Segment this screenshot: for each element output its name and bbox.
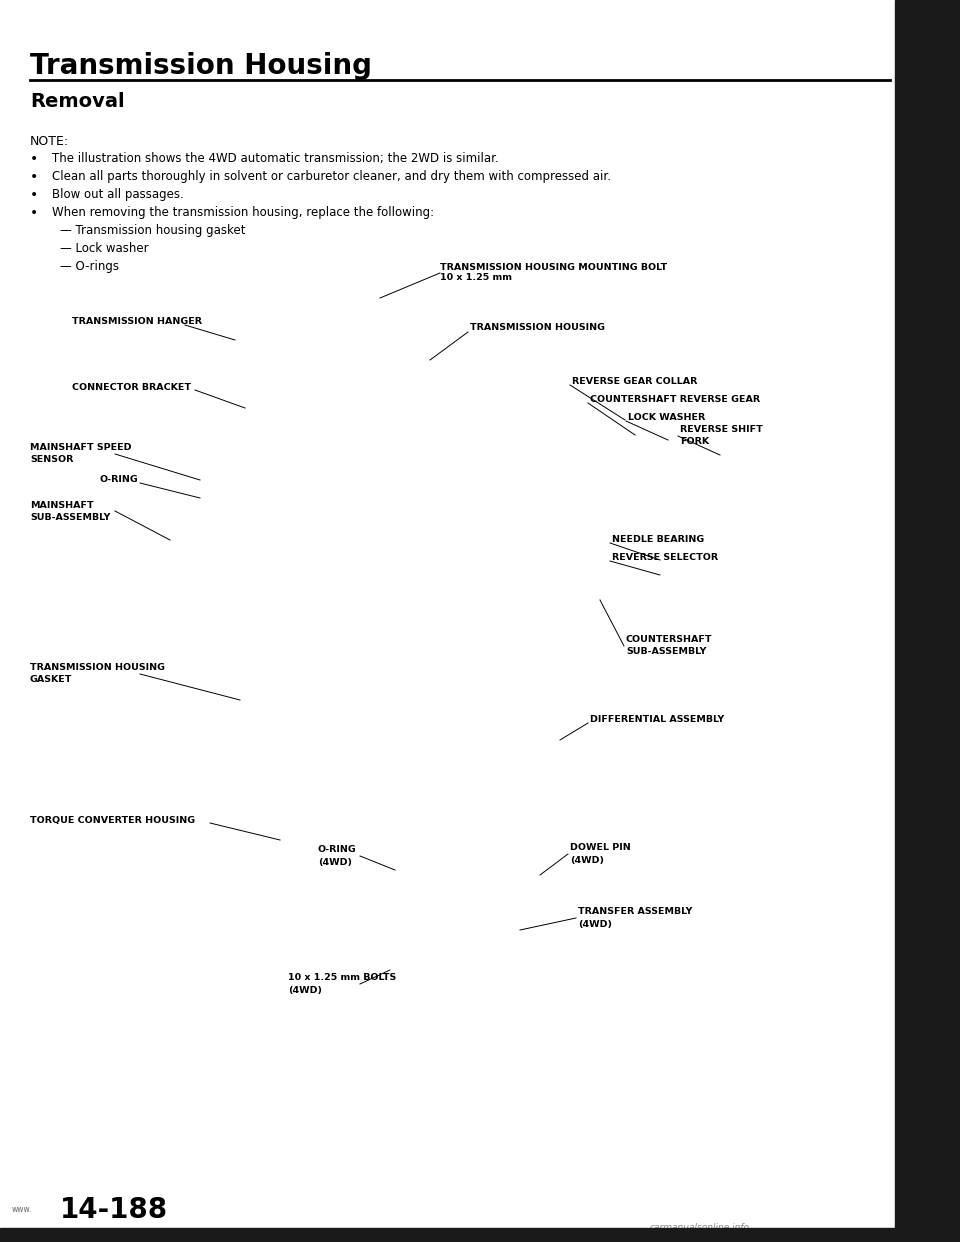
Text: SENSOR: SENSOR — [30, 456, 73, 465]
Text: (4WD): (4WD) — [288, 985, 322, 995]
Text: The illustration shows the 4WD automatic transmission; the 2WD is similar.: The illustration shows the 4WD automatic… — [52, 152, 499, 165]
Text: TORQUE CONVERTER HOUSING: TORQUE CONVERTER HOUSING — [30, 816, 195, 825]
Text: — Transmission housing gasket: — Transmission housing gasket — [60, 224, 246, 237]
Text: COUNTERSHAFT: COUNTERSHAFT — [626, 636, 712, 645]
Text: TRANSFER ASSEMBLY: TRANSFER ASSEMBLY — [578, 908, 692, 917]
Text: FORK: FORK — [680, 437, 709, 447]
Text: (4WD): (4WD) — [570, 856, 604, 864]
Text: www.: www. — [12, 1206, 33, 1215]
Text: When removing the transmission housing, replace the following:: When removing the transmission housing, … — [52, 206, 434, 219]
Text: Clean all parts thoroughly in solvent or carburetor cleaner, and dry them with c: Clean all parts thoroughly in solvent or… — [52, 170, 611, 183]
Text: MAINSHAFT: MAINSHAFT — [30, 501, 94, 509]
Text: CONNECTOR BRACKET: CONNECTOR BRACKET — [72, 384, 191, 392]
Text: REVERSE GEAR COLLAR: REVERSE GEAR COLLAR — [572, 378, 697, 386]
Text: GASKET: GASKET — [30, 676, 72, 684]
Text: SUB-ASSEMBLY: SUB-ASSEMBLY — [30, 513, 110, 522]
Text: TRANSMISSION HOUSING: TRANSMISSION HOUSING — [470, 323, 605, 333]
Text: LOCK WASHER: LOCK WASHER — [628, 414, 706, 422]
Text: O-RING: O-RING — [100, 476, 139, 484]
Text: NOTE:: NOTE: — [30, 135, 69, 148]
Bar — [0, 1228, 895, 1242]
Text: •: • — [30, 152, 38, 166]
Text: 14-188: 14-188 — [60, 1196, 168, 1225]
Text: DOWEL PIN: DOWEL PIN — [570, 843, 631, 852]
Text: (4WD): (4WD) — [318, 857, 352, 867]
Text: DIFFERENTIAL ASSEMBLY: DIFFERENTIAL ASSEMBLY — [590, 715, 724, 724]
Bar — [895, 0, 960, 1242]
Text: NEEDLE BEARING: NEEDLE BEARING — [612, 535, 705, 544]
Text: TRANSMISSION HOUSING MOUNTING BOLT: TRANSMISSION HOUSING MOUNTING BOLT — [440, 262, 667, 272]
Text: O-RING: O-RING — [318, 846, 357, 854]
Text: (4WD): (4WD) — [578, 919, 612, 929]
Text: — Lock washer: — Lock washer — [60, 242, 149, 255]
Text: •: • — [30, 170, 38, 184]
Text: TRANSMISSION HOUSING: TRANSMISSION HOUSING — [30, 663, 165, 672]
Text: TRANSMISSION HANGER: TRANSMISSION HANGER — [72, 318, 202, 327]
Text: 10 x 1.25 mm BOLTS: 10 x 1.25 mm BOLTS — [288, 974, 396, 982]
Text: SUB-ASSEMBLY: SUB-ASSEMBLY — [626, 647, 707, 657]
Text: MAINSHAFT SPEED: MAINSHAFT SPEED — [30, 443, 132, 452]
Text: 10 x 1.25 mm: 10 x 1.25 mm — [440, 273, 512, 282]
Text: Removal: Removal — [30, 92, 125, 111]
Text: Blow out all passages.: Blow out all passages. — [52, 188, 183, 201]
Text: Transmission Housing: Transmission Housing — [30, 52, 372, 79]
Text: COUNTERSHAFT REVERSE GEAR: COUNTERSHAFT REVERSE GEAR — [590, 395, 760, 405]
Text: carmanualsonline.info: carmanualsonline.info — [650, 1223, 750, 1232]
Text: REVERSE SHIFT: REVERSE SHIFT — [680, 426, 763, 435]
Text: •: • — [30, 188, 38, 202]
Text: — O-rings: — O-rings — [60, 260, 119, 273]
Text: •: • — [30, 206, 38, 220]
Text: REVERSE SELECTOR: REVERSE SELECTOR — [612, 554, 718, 563]
